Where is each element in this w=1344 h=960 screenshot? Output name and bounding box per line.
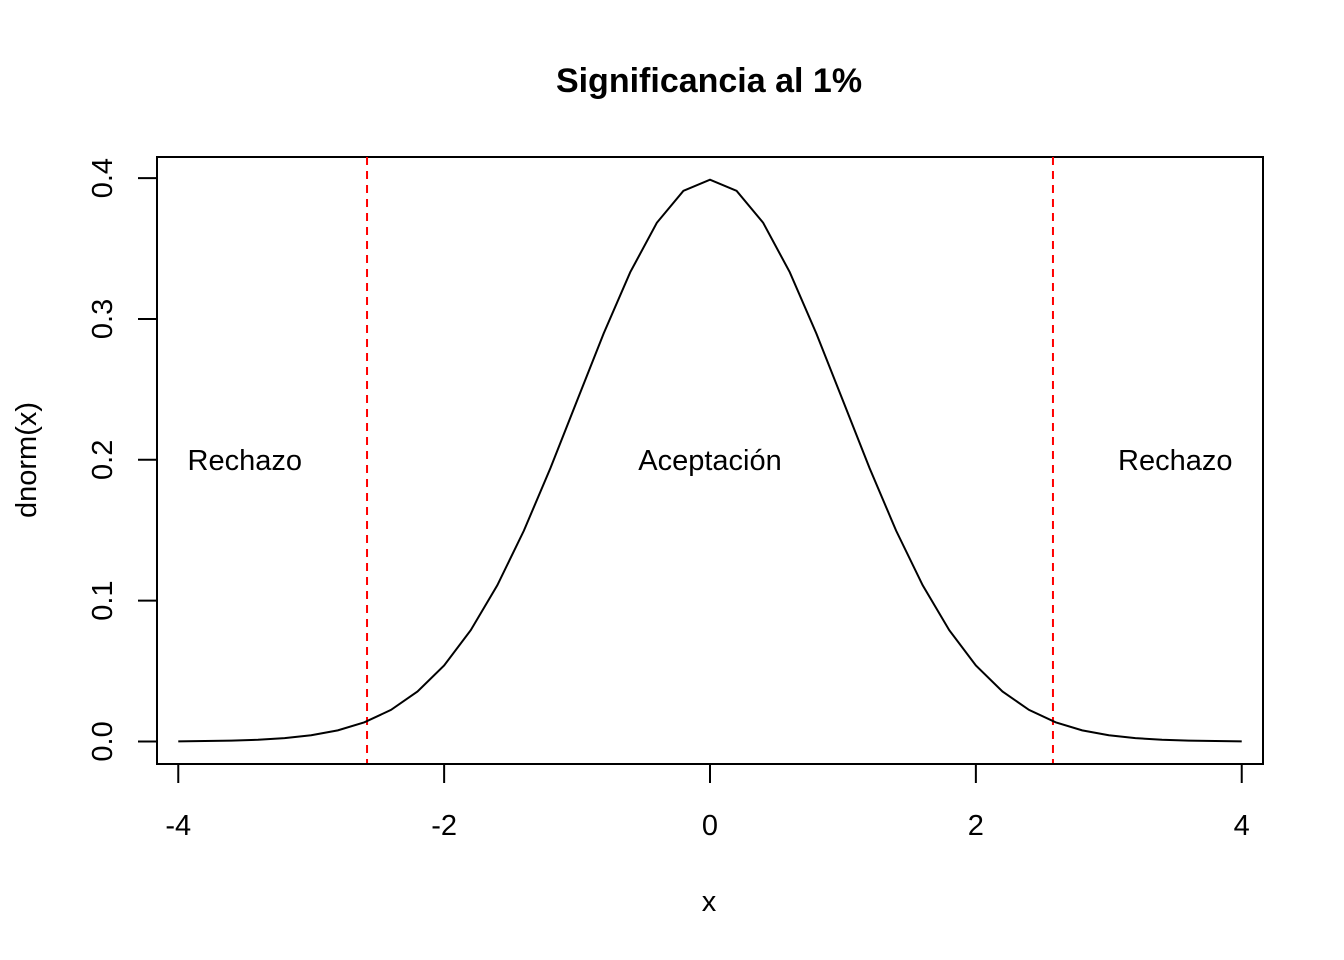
density-curve: [178, 178, 1242, 743]
y-tick-label: 0.2: [87, 440, 119, 480]
y-tick-label: 0.0: [87, 721, 119, 761]
chart-title: Significancia al 1%: [556, 62, 862, 100]
x-tick-label: 4: [1234, 810, 1250, 842]
y-tick-label: 0.1: [87, 580, 119, 620]
critical-lines: [366, 157, 1054, 764]
x-tick-label: 0: [702, 810, 718, 842]
annotations: Rechazo Aceptación Rechazo: [188, 445, 1233, 477]
y-axis: 0.0 0.1 0.2 0.3 0.4: [87, 158, 158, 762]
y-tick-label: 0.4: [87, 158, 119, 198]
x-axis: -4 -2 0 2 4: [165, 763, 1250, 842]
x-axis-label: x: [702, 886, 717, 918]
x-tick-label: -2: [431, 810, 457, 842]
annotation-1: Rechazo: [188, 445, 302, 477]
x-tick-label: -4: [165, 810, 191, 842]
x-tick-label: 2: [968, 810, 984, 842]
annotation-2: Aceptación: [638, 445, 782, 477]
y-tick-label: 0.3: [87, 299, 119, 339]
annotation-3: Rechazo: [1118, 445, 1232, 477]
y-axis-label: dnorm(x): [11, 402, 43, 518]
